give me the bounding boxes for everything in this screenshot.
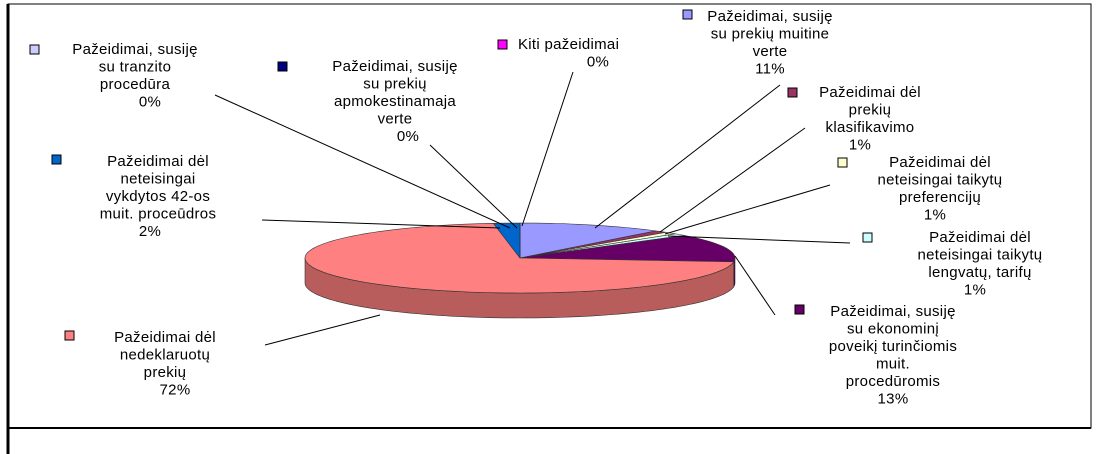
legend-marker: [862, 232, 873, 243]
data-label-name: Pažeidimai dėl neteisingai taikytų lengvat…: [918, 229, 1043, 281]
leader-line: [261, 219, 501, 229]
legend-marker: [787, 87, 798, 98]
data-label-value: 11%: [755, 60, 785, 77]
leader-line: [734, 255, 776, 316]
leader-line: [521, 71, 574, 227]
leader-line: [664, 184, 831, 235]
data-label-name: Pažeidimai dėl neteisingai taikytų prefere…: [878, 154, 1003, 206]
data-label-name: Pažeidimai, susiję su prekių muitine verte: [707, 8, 832, 60]
data-label-name: Pažeidimai dėl neteisingai vykdytos 42-os m…: [100, 153, 217, 223]
data-label-value: 2%: [139, 223, 161, 240]
data-label-value: 1%: [964, 281, 986, 298]
legend-marker: [497, 39, 508, 50]
legend-marker: [277, 61, 288, 72]
data-label-name: Pažeidimai, susiję su tranzito procedūra: [72, 41, 197, 93]
leader-line: [667, 235, 851, 244]
leader-line: [659, 127, 806, 233]
data-label-value: 0%: [397, 128, 419, 145]
data-label-value: 13%: [878, 390, 909, 407]
legend-marker: [682, 9, 693, 20]
data-label-name: Pažeidimai, susiję su ekonominį poveikį tu…: [829, 303, 957, 390]
leader-line: [264, 314, 381, 346]
leader-line: [214, 94, 511, 229]
data-label-name: Kiti pažeidimai: [518, 36, 619, 53]
pie-slice: [519, 235, 736, 263]
pie-slice: [519, 222, 656, 259]
pie-slice: [304, 222, 735, 294]
legend-marker: [64, 330, 75, 341]
legend-marker: [794, 304, 805, 315]
data-label-name: Pažeidimai dėl prekių klasifikavimo: [819, 84, 921, 136]
data-label-value: 1%: [849, 136, 871, 153]
data-label-value: 72%: [160, 381, 191, 398]
data-label-name: Pažeidimai, susiję su prekių apmokestinama…: [332, 58, 457, 128]
leader-line: [594, 84, 781, 229]
legend-marker: [51, 154, 62, 165]
leader-line: [429, 144, 518, 229]
data-label-value: 1%: [924, 206, 946, 223]
data-label-name: Pažeidimai dėl nedeklaruotų prekių: [114, 329, 216, 381]
data-label-value: 0%: [139, 93, 161, 110]
legend-marker: [837, 157, 848, 168]
legend-marker: [29, 44, 40, 55]
data-label-value: 0%: [587, 53, 609, 70]
